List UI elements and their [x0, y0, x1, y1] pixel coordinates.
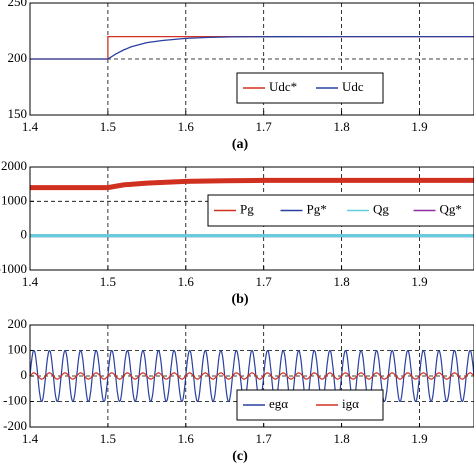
plot-frame [29, 324, 474, 428]
y-tick-label: 1000 [1, 192, 27, 207]
x-tick-label: 1.4 [22, 431, 39, 446]
series-line [30, 177, 474, 191]
panel-caption: (b) [231, 292, 248, 307]
panel-caption: (c) [232, 449, 248, 464]
legend-label: igα [342, 396, 359, 411]
y-tick-label: 150 [8, 106, 28, 121]
x-tick-label: 1.7 [256, 119, 273, 134]
legend-label: Qg* [440, 201, 462, 216]
plot-frame [29, 166, 474, 271]
y-tick-label: 100 [8, 341, 28, 356]
series-line [30, 35, 474, 60]
legend-label: egα [269, 396, 288, 411]
plot-frame [29, 2, 474, 116]
series-line [29, 372, 474, 380]
y-tick-label: 0 [21, 367, 28, 382]
x-tick-label: 1.7 [256, 274, 273, 289]
x-tick-label: 1.4 [22, 274, 39, 289]
panel-caption: (a) [232, 137, 249, 152]
legend-label: Pg [240, 201, 254, 216]
x-tick-label: 1.4 [22, 119, 39, 134]
legend-label: Udc [342, 79, 364, 94]
x-tick-label: 1.5 [100, 274, 116, 289]
y-tick-label: 250 [8, 0, 28, 9]
legend-label: Qg [373, 201, 389, 216]
x-tick-label: 1.5 [100, 119, 116, 134]
x-tick-label: 1.6 [178, 431, 195, 446]
y-tick-label: 200 [8, 50, 28, 65]
x-tick-label: 1.5 [100, 431, 116, 446]
x-tick-label: 1.6 [178, 119, 195, 134]
x-tick-label: 1.8 [333, 274, 349, 289]
y-tick-label: -1000 [0, 261, 27, 276]
x-tick-label: 1.7 [256, 431, 273, 446]
y-tick-label: 0 [21, 227, 28, 242]
x-tick-label: 1.9 [411, 119, 427, 134]
y-tick-label: 200 [8, 316, 28, 331]
legend-label: Pg* [307, 201, 327, 216]
y-tick-label: 2000 [1, 158, 27, 173]
x-tick-label: 1.8 [333, 119, 349, 134]
x-tick-label: 1.9 [411, 431, 427, 446]
y-tick-label: -200 [3, 418, 27, 433]
x-tick-label: 1.8 [333, 431, 349, 446]
series-line [29, 350, 474, 402]
legend-label: Udc* [269, 79, 297, 94]
x-tick-label: 1.9 [411, 274, 427, 289]
x-tick-label: 1.6 [178, 274, 195, 289]
y-tick-label: -100 [3, 392, 27, 407]
